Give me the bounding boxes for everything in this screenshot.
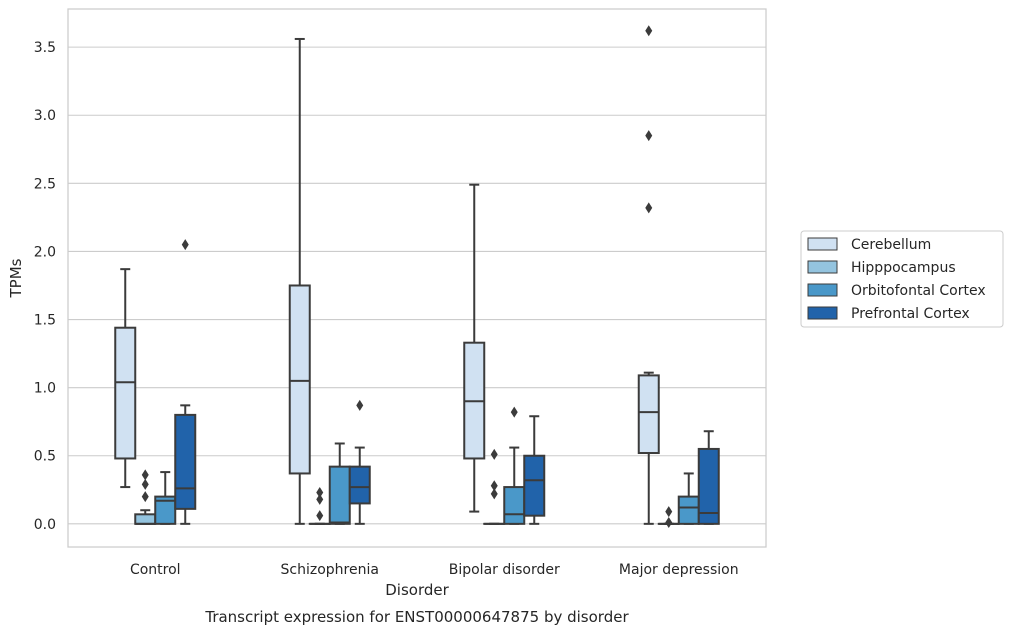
chart-caption: Transcript expression for ENST0000064787… [204,608,629,626]
box-iqr [637,374,660,455]
outlier-point [141,469,149,481]
outlier-point [181,239,189,251]
box-plot-marks [114,25,720,528]
legend-label: Cerebellum [851,237,931,253]
box-iqr [154,495,177,525]
outlier-point [645,25,653,37]
y-tick-label: 0.5 [34,449,56,465]
legend-swatch [807,283,838,297]
outlier-point [645,130,653,142]
legend-swatch [807,306,838,320]
outlier-point [356,399,364,411]
box-iqr [114,326,137,460]
box-iqr [328,465,351,525]
y-tick-label: 3.5 [34,40,56,56]
y-tick-label: 1.5 [34,313,56,329]
box-iqr [288,284,311,475]
outlier-point [490,480,498,492]
box-cerebellum [114,268,137,489]
box-iqr [677,495,700,525]
y-tick-labels: 0.0 0.5 1.0 1.5 2.0 2.5 3.0 3.5 [34,40,56,533]
y-tick-label: 1.0 [34,381,56,397]
box-cerebellum [463,183,486,513]
box-hipppocampus [308,487,331,525]
x-tick-label: Control [130,562,181,578]
outlier-point [141,478,149,490]
x-tick-label: Schizophrenia [281,562,379,578]
box-iqr [134,513,157,525]
outlier-point [645,202,653,214]
legend-label: Hipppocampus [851,260,956,276]
legend-frame [800,230,1004,328]
outlier-point [316,487,324,499]
box-hipppocampus [657,506,680,528]
x-tick-label: Major depression [619,562,739,578]
box-prefrontal-cortex [348,399,371,525]
outlier-point [665,516,673,528]
box-hipppocampus [483,448,506,525]
box-orbitofontal-cortex [677,472,700,525]
legend-label: Prefrontal Cortex [851,306,970,322]
legend: Cerebellum Hipppocampus Orbitofontal Corte… [800,230,1004,328]
box-prefrontal-cortex [523,415,546,525]
legend-label: Orbitofontal Cortex [851,283,986,299]
x-tick-label: Bipolar disorder [449,562,560,578]
x-tick-labels: Control Schizophrenia Bipolar disorder Majo… [130,562,739,578]
legend-swatch [807,260,838,274]
box-orbitofontal-cortex [154,471,177,525]
y-tick-label: 0.0 [34,517,56,533]
plot-frame [67,8,767,548]
outlier-point [510,406,518,418]
box-hipppocampus [134,469,157,525]
box-prefrontal-cortex [174,239,197,525]
box-iqr [503,486,526,525]
y-tick-label: 3.0 [34,108,56,124]
box-iqr [174,413,197,510]
outlier-point [141,491,149,503]
y-axis-label: TPMs [7,258,25,298]
outlier-point [490,448,498,460]
legend-swatch [807,237,838,251]
box-iqr [523,454,546,517]
box-cerebellum [288,37,311,525]
gridlines [68,46,766,525]
box-cerebellum [637,25,660,525]
box-iqr [697,447,720,525]
box-prefrontal-cortex [697,430,720,525]
box-orbitofontal-cortex [503,406,526,525]
y-tick-label: 2.0 [34,244,56,260]
box-orbitofontal-cortex [328,442,351,525]
outlier-point [316,493,324,505]
outlier-point [665,506,673,518]
box-iqr [348,465,371,505]
outlier-point [490,488,498,500]
y-tick-label: 2.5 [34,176,56,192]
x-axis-label: Disorder [385,581,449,599]
outlier-point [316,510,324,522]
